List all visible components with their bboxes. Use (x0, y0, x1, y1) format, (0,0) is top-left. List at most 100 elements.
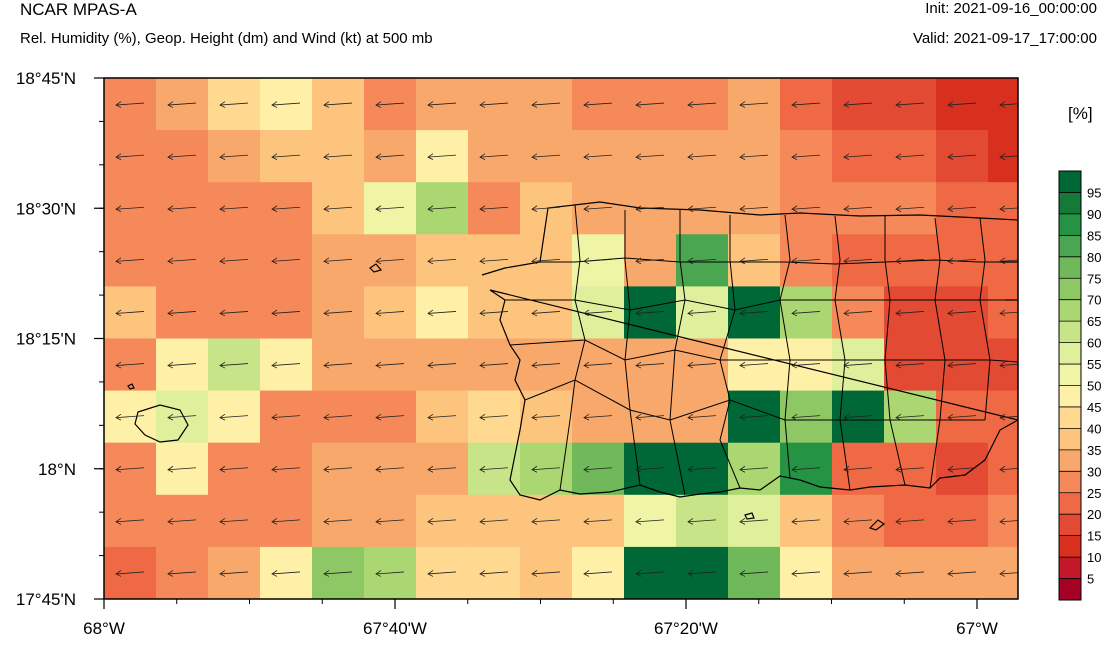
wind-arrow (480, 623, 508, 629)
humidity-cell (312, 599, 365, 647)
wind-arrow (635, 413, 665, 421)
colorbar-label: 55 (1087, 357, 1101, 372)
wind-arrow (999, 518, 1018, 525)
wind-arrow (687, 153, 717, 161)
y-tick-label: 18°30'N (16, 199, 76, 218)
wind-arrow (219, 361, 249, 369)
wind-arrow (1000, 623, 1028, 629)
x-tick-label: 67°40'W (363, 619, 427, 638)
caja-de-muerto-island (744, 512, 755, 520)
colorbar-label: 20 (1087, 507, 1101, 522)
wind-arrow (843, 309, 873, 317)
wind-arrow (895, 570, 925, 577)
wind-arrow (427, 570, 457, 577)
wind-arrow (895, 205, 925, 213)
wind-arrow (479, 205, 509, 213)
wind-arrow (167, 257, 197, 265)
wind-arrow (532, 623, 560, 629)
wind-arrow (635, 518, 665, 525)
humidity-cell (260, 599, 313, 647)
wind-arrow (583, 101, 613, 108)
wind-arrow (167, 413, 197, 421)
x-tick-label: 67°20'W (654, 619, 718, 638)
wind-arrow (427, 309, 457, 317)
wind-arrow (219, 257, 249, 265)
wind-arrow (375, 570, 405, 577)
coastline-borders (127, 201, 1018, 531)
wind-arrow (583, 570, 613, 577)
wind-arrow (375, 205, 405, 213)
wind-arrow (583, 413, 613, 421)
wind-arrow (947, 570, 977, 577)
y-tick-label: 18°45'N (16, 69, 76, 88)
wind-arrow (115, 465, 145, 473)
wind-arrow (531, 413, 561, 421)
wind-arrow (739, 153, 769, 161)
wind-arrow (895, 465, 925, 473)
colorbar-swatch (1059, 449, 1081, 472)
wind-arrow (427, 101, 457, 108)
colorbar-label: 15 (1087, 529, 1101, 544)
wind-arrow (115, 153, 145, 161)
wind-arrow (895, 413, 925, 421)
wind-arrow (271, 518, 301, 525)
colorbar-label: 90 (1087, 207, 1101, 222)
wind-arrow (739, 101, 769, 108)
wind-arrow (115, 570, 145, 577)
wind-arrow (895, 101, 925, 108)
wind-arrow (791, 413, 821, 421)
wind-arrow (375, 413, 405, 421)
desecheo-island (369, 263, 383, 273)
wind-arrow (687, 205, 717, 213)
colorbar-swatch (1059, 514, 1081, 536)
wind-arrow (687, 570, 717, 577)
wind-arrow (479, 101, 509, 108)
wind-arrow (947, 153, 977, 161)
wind-arrow (687, 413, 717, 421)
wind-arrow (220, 623, 248, 629)
wind-arrow (427, 518, 457, 525)
wind-arrow (323, 257, 353, 265)
wind-arrow (791, 153, 821, 161)
wind-arrow (427, 413, 457, 421)
wind-arrow (947, 101, 977, 108)
wind-arrow (739, 205, 769, 213)
x-axis: 68°W67°40'W67°20'W67°W66°40'W66°20'W (83, 599, 998, 638)
wind-arrow (167, 205, 197, 213)
wind-arrow (843, 518, 873, 525)
wind-arrow (687, 361, 717, 369)
wind-arrow (324, 623, 352, 629)
y-tick-label: 18°15'N (16, 330, 76, 349)
wind-arrow (271, 413, 301, 421)
wind-arrow (635, 205, 665, 213)
wind-arrow (479, 465, 509, 473)
wind-arrow (167, 465, 197, 473)
wind-arrow (219, 101, 249, 108)
colorbar-label: 75 (1087, 271, 1101, 286)
wind-arrow (843, 361, 873, 369)
colorbar-swatch (1059, 299, 1081, 322)
wind-arrow (323, 413, 353, 421)
colorbar-label: 30 (1087, 464, 1101, 479)
wind-arrow (999, 101, 1018, 108)
humidity-cell (780, 599, 833, 647)
wind-arrow (323, 205, 353, 213)
colorbar-swatch (1059, 535, 1081, 558)
wind-arrow (323, 518, 353, 525)
colorbar-label: 80 (1087, 250, 1101, 265)
colorbar-swatch (1059, 492, 1081, 515)
wind-arrow (739, 309, 769, 317)
wind-arrow (843, 570, 873, 577)
wind-arrow (583, 361, 613, 369)
wind-arrow (167, 570, 197, 577)
wind-arrow (375, 257, 405, 265)
wind-arrow (896, 623, 924, 629)
valid-time: Valid: 2021-09-17_17:00:00 (912, 30, 1097, 47)
wind-arrow (375, 153, 405, 161)
wind-arrow (635, 257, 665, 265)
wind-arrow (167, 153, 197, 161)
vieques-coast (868, 519, 886, 531)
wind-arrow (531, 257, 561, 265)
wind-arrow (531, 101, 561, 108)
